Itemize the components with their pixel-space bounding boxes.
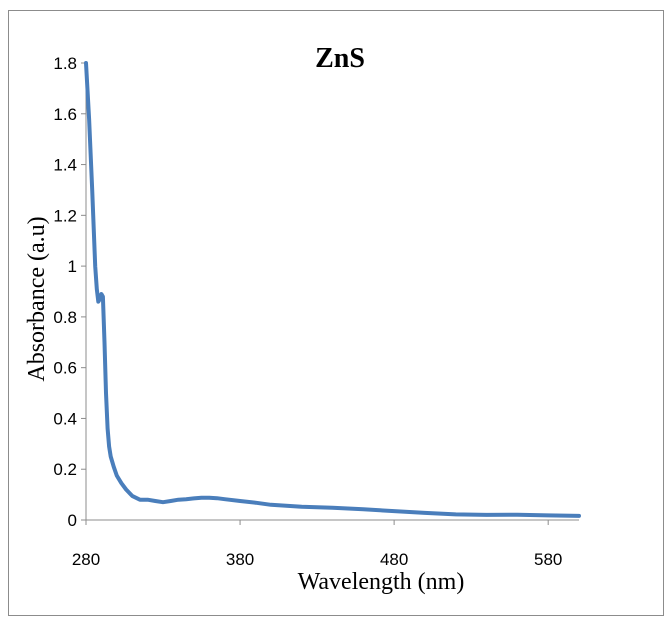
x-axis-ticks: 280 380 480 580: [72, 520, 562, 569]
absorbance-series-line: [84, 61, 581, 518]
x-axis-title: Wavelength (nm): [298, 569, 465, 595]
x-tick-label: 580: [534, 550, 562, 569]
y-tick-label: 0.2: [53, 460, 77, 479]
chart-title: ZnS: [315, 43, 365, 74]
y-tick-label: 1.6: [53, 105, 77, 124]
line-chart: ZnS 0 0.2 0.4 0.6 0.8 1 1.2 1.4 1.6 1.8 280 380 480…: [24, 43, 581, 595]
y-axis-title: Absorbance (a.u): [24, 216, 50, 381]
x-tick-label: 380: [226, 550, 254, 569]
chart-area: ZnS 0 0.2 0.4 0.6 0.8 1 1.2 1.4 1.6 1.8 280 380 480…: [8, 10, 664, 616]
y-tick-label: 1.4: [53, 156, 77, 175]
x-tick-label: 480: [380, 550, 408, 569]
y-tick-label: 1: [68, 257, 77, 276]
y-tick-label: 0.6: [53, 359, 77, 378]
y-axis-ticks: 0 0.2 0.4 0.6 0.8 1 1.2 1.4 1.6 1.8: [53, 54, 86, 530]
x-tick-label: 280: [72, 550, 100, 569]
series-layer: [84, 61, 581, 518]
y-tick-label: 1.2: [53, 206, 77, 225]
y-tick-label: 0.8: [53, 308, 77, 327]
y-tick-label: 1.8: [53, 54, 77, 73]
y-tick-label: 0.4: [53, 409, 77, 428]
y-tick-label: 0: [68, 511, 77, 530]
